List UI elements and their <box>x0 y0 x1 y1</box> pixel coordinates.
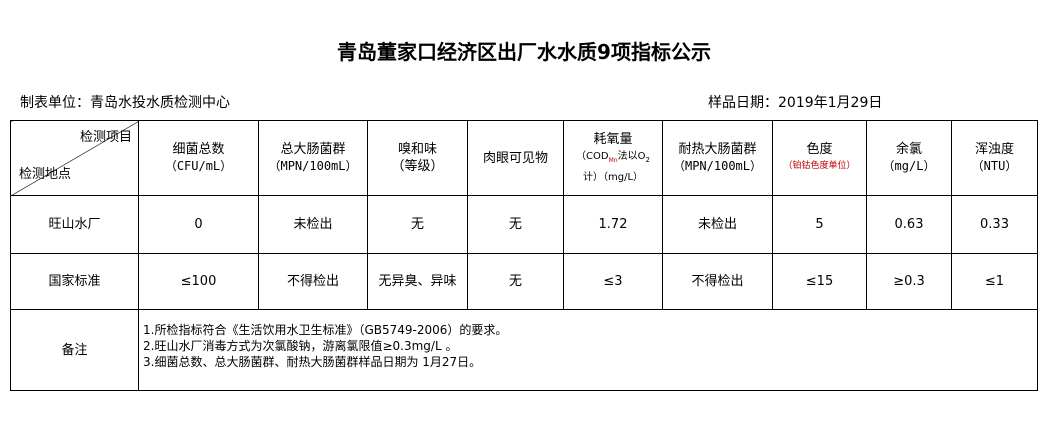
header-row: 检测项目检测地点 细菌总数 （CFU/mL） 总大肠菌群 （MPN/100mL） 嗅… <box>10 120 1038 196</box>
header-unit: （CODMn法以O2 计）（mg/L） <box>564 148 662 186</box>
page-title: 青岛董家口经济区出厂水水质9项指标公示 <box>337 40 711 64</box>
header-cod: 耗氧量 （CODMn法以O2 计）（mg/L） <box>563 120 663 196</box>
cell: 未检出 <box>662 195 773 254</box>
cell: 不得检出 <box>662 253 773 310</box>
sample-date: 样品日期：2019年1月29日 <box>708 95 883 111</box>
header-name: 嗅和味 <box>397 142 437 157</box>
cell: ≤3 <box>563 253 663 310</box>
notes-row: 备注 1.所检指标符合《生活饮用水卫生标准》（GB5749-2006）的要求。 … <box>10 309 1038 391</box>
unit-part: 法以O <box>617 150 646 162</box>
header-thermo-coliform: 耐热大肠菌群 （MPN/100mL） <box>662 120 773 196</box>
cell: 1.72 <box>563 195 663 254</box>
header-bacteria: 细菌总数 （CFU/mL） <box>138 120 259 196</box>
water-quality-table: 检测项目检测地点 细菌总数 （CFU/mL） 总大肠菌群 （MPN/100mL） 嗅… <box>10 120 1038 391</box>
note-line: 2.旺山水厂消毒方式为次氯酸钠，游离氯限值≥0.3mg/L 。 <box>143 339 458 353</box>
header-name: 细菌总数 <box>172 142 225 157</box>
cell: ≥0.3 <box>866 253 952 310</box>
cell: ≤100 <box>138 253 259 310</box>
cell: 0.33 <box>951 195 1038 254</box>
header-name: 余氯 <box>895 142 922 157</box>
cell: 不得检出 <box>258 253 368 310</box>
cell: ≤1 <box>951 253 1038 310</box>
header-name: 耗氧量 <box>593 131 633 147</box>
corner-item-label: 检测项目 <box>79 130 132 145</box>
unit-part: （COD <box>576 150 609 162</box>
header-unit: （CFU/mL） <box>164 159 233 173</box>
table-row: 国家标准 ≤100 不得检出 无异臭、异味 无 ≤3 不得检出 ≤15 ≥0.3… <box>10 253 1038 310</box>
unit-part: 计）（mg/L） <box>582 171 644 183</box>
header-unit: （MPN/100mL） <box>268 159 358 173</box>
notes-label: 备注 <box>10 309 139 391</box>
header-coliform: 总大肠菌群 （MPN/100mL） <box>258 120 368 196</box>
cell: 0.63 <box>866 195 952 254</box>
header-name: 色度 <box>806 142 833 157</box>
header-name: 肉眼可见物 <box>482 150 548 166</box>
header-name: 总大肠菌群 <box>280 142 346 157</box>
cell: ≤15 <box>772 253 867 310</box>
corner-place-label: 检测地点 <box>19 167 72 182</box>
issuing-unit: 制表单位：青岛水投水质检测中心 <box>20 95 230 111</box>
header-visible: 肉眼可见物 <box>467 120 564 196</box>
cell: 未检出 <box>258 195 368 254</box>
header-odor: 嗅和味 （等级） <box>367 120 468 196</box>
header-unit: （等级） <box>391 159 444 174</box>
note-line: 3.细菌总数、总大肠菌群、耐热大肠菌群样品日期为 1月27日。 <box>143 355 482 369</box>
cell: 无异臭、异味 <box>367 253 468 310</box>
unit-sub: Mn <box>608 156 618 164</box>
row-label: 国家标准 <box>10 253 139 310</box>
cell: 5 <box>772 195 867 254</box>
header-chlorine: 余氯 （mg/L） <box>866 120 952 196</box>
table-row: 旺山水厂 0 未检出 无 无 1.72 未检出 5 0.63 0.33 <box>10 195 1038 254</box>
header-unit: （铂钴色度单位） <box>783 161 856 171</box>
header-unit: （mg/L） <box>882 159 936 173</box>
cell: 无 <box>467 195 564 254</box>
cell: 0 <box>138 195 259 254</box>
note-line: 1.所检指标符合《生活饮用水卫生标准》（GB5749-2006）的要求。 <box>143 323 508 337</box>
corner-cell: 检测项目检测地点 <box>10 120 139 196</box>
cell: 无 <box>367 195 468 254</box>
header-unit: （NTU） <box>971 159 1018 173</box>
header-turbidity: 浑浊度 （NTU） <box>951 120 1038 196</box>
unit-sub: 2 <box>645 155 650 164</box>
header-color: 色度 （铂钴色度单位） <box>772 120 867 196</box>
cell: 无 <box>467 253 564 310</box>
header-unit: （MPN/100mL） <box>672 159 763 173</box>
header-name: 浑浊度 <box>974 142 1014 157</box>
notes-content: 1.所检指标符合《生活饮用水卫生标准》（GB5749-2006）的要求。 2.旺… <box>138 309 1038 391</box>
header-name: 耐热大肠菌群 <box>678 142 757 157</box>
row-label: 旺山水厂 <box>10 195 139 254</box>
